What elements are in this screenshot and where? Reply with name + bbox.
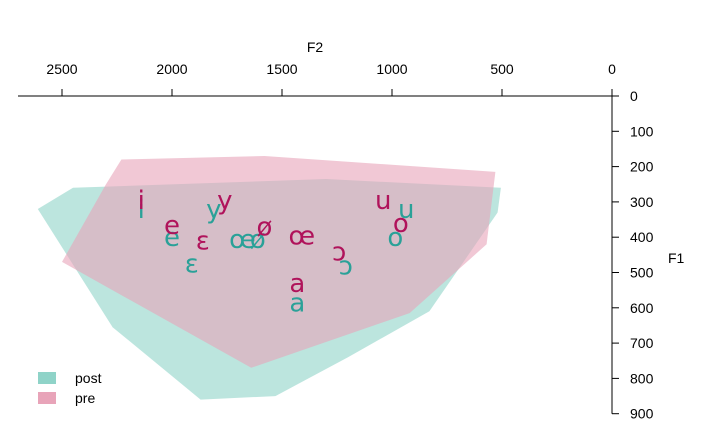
x-tick-label: 500 [490, 61, 514, 77]
post-vowel-point: y [206, 195, 221, 225]
y-tick-label: 300 [630, 194, 654, 210]
post-vowel-point: o [387, 223, 403, 253]
y-axis-title: F1 [668, 250, 685, 266]
y-tick-label: 600 [630, 300, 654, 316]
legend-swatch-pre [38, 392, 56, 404]
y-tick-label: 800 [630, 370, 654, 386]
legend-label-post: post [75, 370, 102, 386]
legend: post pre [38, 370, 102, 406]
hull-areas [37, 156, 501, 400]
x-axis: 2500 2000 1500 1000 500 0 [18, 61, 616, 97]
pre-area [62, 156, 496, 368]
x-tick-label: 2000 [156, 61, 187, 77]
pre-vowel-point: ɔ [332, 237, 346, 267]
legend-label-pre: pre [75, 390, 95, 406]
pre-vowel-point: u [375, 186, 391, 216]
pre-vowel-point: y [217, 186, 232, 216]
y-tick-label: 400 [630, 229, 654, 245]
y-tick-label: 0 [630, 88, 638, 104]
post-vowel-point: a [289, 289, 305, 319]
x-tick-label: 0 [608, 61, 616, 77]
pre-vowel-point: a [289, 269, 305, 299]
pre-vowel-point: œ [288, 221, 315, 251]
y-tick-label: 700 [630, 335, 654, 351]
x-tick-label: 2500 [46, 61, 77, 77]
y-tick-label: 900 [630, 406, 654, 422]
post-vowel-point: i [138, 195, 145, 225]
pre-vowel-point: ɛ [196, 227, 210, 257]
legend-swatch-post [38, 372, 56, 384]
y-tick-label: 100 [630, 123, 654, 139]
y-tick-label: 500 [630, 265, 654, 281]
pre-vowel-point: i [138, 186, 145, 216]
x-tick-label: 1500 [266, 61, 297, 77]
post-vowel-point: œ [229, 225, 256, 255]
post-vowel-point: ø [250, 225, 266, 255]
post-vowel-point: e [164, 223, 180, 253]
post-vowel-point: ɔ [339, 251, 353, 281]
x-axis-title: F2 [307, 39, 324, 55]
pre-vowel-point: o [393, 209, 409, 239]
y-tick-label: 200 [630, 159, 654, 175]
post-vowel-point: u [398, 195, 414, 225]
pre-vowel-point: ø [256, 213, 272, 243]
pre-vowel-point: e [164, 211, 180, 241]
post-vowel-point: ɛ [185, 250, 199, 280]
y-axis: 0 100 200 300 400 500 600 700 800 900 [611, 88, 654, 422]
x-tick-label: 1000 [376, 61, 407, 77]
